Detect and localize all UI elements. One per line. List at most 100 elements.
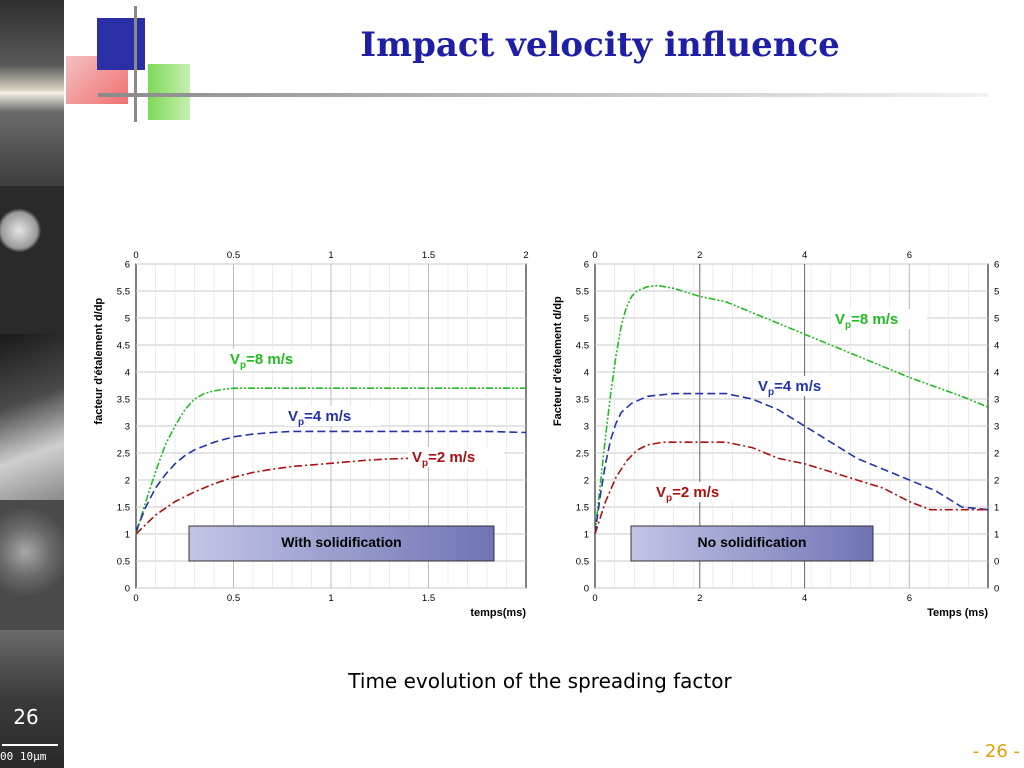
series-line-0 [135,387,526,535]
slide-number-badge: 26 [13,705,39,729]
x-axis-label: Temps (ms) [927,607,988,619]
series-label-bg [408,447,504,467]
x-tick-label-top: 2 [697,250,702,261]
series-line-2 [135,457,429,535]
slide-title: Impact velocity influence [360,25,840,65]
x-tick-label-top: 6 [907,250,912,261]
y-tick-label: 4.5 [117,341,130,352]
y-tick-label-right: 2.5 [994,449,1000,460]
strip-photo-surface [0,500,64,630]
y-tick-label: 3 [584,422,589,433]
page-number: - 26 - [972,741,1020,762]
y-tick-label: 0 [584,584,589,595]
y-tick-label: 2.5 [117,449,130,460]
y-tick-label-right: 6 [994,260,999,271]
x-axis-label: temps(ms) [470,607,526,619]
y-tick-label-right: 1.5 [994,503,1000,514]
x-tick-label: 0.5 [227,593,240,604]
series-label-bg [652,482,748,502]
deco-horizontal-line [98,93,988,97]
y-tick-label: 3.5 [117,395,130,406]
y-tick-label-right: 0 [994,584,999,595]
series-line-1 [594,392,989,535]
chart-with-solidification: 00.511.522.533.544.555.560 0.5 1 1.50 0.5 1 1.… [93,250,529,619]
y-tick-label: 4 [125,368,130,379]
y-tick-label: 3 [125,422,130,433]
x-tick-label: 6 [907,593,912,604]
charts-area: 00.511.522.533.544.555.560 0.5 1 1.50 0.5 1 1.… [93,250,1000,619]
y-tick-label: 5.5 [576,287,589,298]
y-tick-label: 4 [584,368,589,379]
x-tick-label-top: 1 [328,250,333,261]
series-label-bg [831,309,927,329]
x-tick-label-top: 0 [592,250,597,261]
y-tick-label-right: 1 [994,530,999,541]
strip-photo-spray [0,0,64,186]
series-label-2: Vp=2 m/s [656,484,719,504]
series-line-1 [135,430,527,532]
x-tick-label-top: 2 [523,250,528,261]
x-tick-label: 1 [328,593,333,604]
series-line-0 [594,284,989,535]
x-tick-label-top: 0 [133,250,138,261]
y-tick-label-right: 5 [994,314,999,325]
y-tick-label: 5 [125,314,130,325]
y-tick-label-right: 4.5 [994,341,1000,352]
y-tick-label: 2 [125,476,130,487]
deco-blue-square [97,18,145,70]
series-label-1: Vp=4 m/s [288,408,351,428]
y-tick-label: 2.5 [576,449,589,460]
y-tick-label: 5 [584,314,589,325]
series-label-0: Vp=8 m/s [230,351,293,371]
x-tick-label-top: 0.5 [227,250,240,261]
x-tick-label-top: 1.5 [422,250,435,261]
y-tick-label: 1.5 [117,503,130,514]
y-tick-label: 1 [125,530,130,541]
scale-bar [2,744,58,746]
y-tick-label: 1.5 [576,503,589,514]
series-line-2 [594,441,988,535]
condition-box-label: With solidification [281,534,401,550]
condition-box-label: No solidification [698,534,807,550]
scale-label: 00 10µm [0,750,47,763]
series-label-bg [754,376,850,396]
y-tick-label: 4.5 [576,341,589,352]
y-tick-label: 1 [584,530,589,541]
y-tick-label: 0.5 [117,557,130,568]
x-tick-label: 4 [802,593,807,604]
y-tick-label: 2 [584,476,589,487]
y-tick-label-right: 3.5 [994,395,1000,406]
left-image-strip: 26 00 10µm [0,0,64,768]
deco-vertical-line [134,6,137,122]
series-label-0: Vp=8 m/s [835,311,898,331]
series-label-2: Vp=2 m/s [412,449,475,469]
y-tick-label-right: 2 [994,476,999,487]
y-axis-label: facteur d'étalement d/dp [93,298,105,425]
strip-photo-particles [0,186,64,334]
condition-box [188,525,495,562]
condition-box [630,525,874,562]
series-label-1: Vp=4 m/s [758,378,821,398]
deco-green-square [148,64,190,120]
x-tick-label: 2 [697,593,702,604]
x-tick-label: 0 [133,593,138,604]
x-tick-label: 1.5 [422,593,435,604]
y-tick-label-right: 5.5 [994,287,1000,298]
y-tick-label: 3.5 [576,395,589,406]
y-axis-label: Facteur d'étalement d/dp [552,296,564,426]
y-tick-label: 0.5 [576,557,589,568]
series-label-bg [284,406,380,426]
x-tick-label: 0 [592,593,597,604]
y-tick-label: 0 [125,584,130,595]
y-tick-label-right: 0.5 [994,557,1000,568]
y-tick-label: 6 [125,260,130,271]
series-label-bg [226,349,322,369]
y-tick-label-right: 3 [994,422,999,433]
figure-caption: Time evolution of the spreading factor [348,669,732,693]
y-tick-label-right: 4 [994,368,999,379]
strip-photo-splat [0,334,64,500]
x-tick-label-top: 4 [802,250,807,261]
y-tick-label: 6 [584,260,589,271]
y-tick-label: 5.5 [117,287,130,298]
chart-no-solidification: 000.50.5111.51.5222.52.5333.53.5444.54.5… [552,250,1000,619]
